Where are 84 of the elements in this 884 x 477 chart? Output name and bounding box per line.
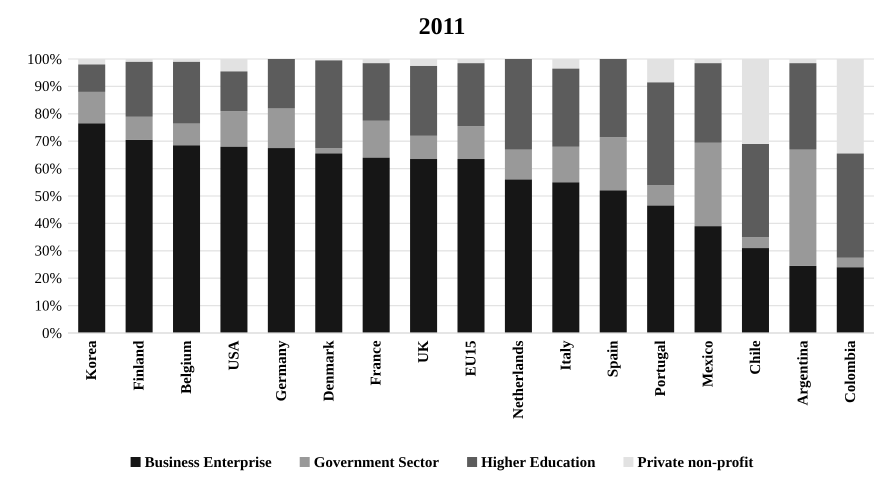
bar — [173, 123, 200, 146]
x-tick-label: Belgium — [179, 340, 196, 394]
bar — [78, 92, 106, 124]
bar — [220, 71, 248, 112]
bar — [647, 206, 674, 333]
bar — [126, 116, 153, 140]
legend-label: Government Sector — [314, 455, 440, 471]
bar — [457, 63, 485, 126]
bar — [268, 59, 295, 108]
bar — [362, 63, 390, 121]
bar — [504, 149, 532, 180]
bar — [126, 140, 153, 333]
x-tick-label: Italy — [558, 340, 574, 370]
bar — [836, 267, 864, 333]
bar — [742, 237, 769, 248]
x-tick-label: Korea — [84, 340, 100, 380]
y-tick-label: 30% — [34, 244, 62, 260]
x-tick-label: Mexico — [700, 340, 717, 388]
bar — [362, 158, 390, 333]
bar — [268, 148, 295, 333]
x-tick-label: Portugal — [653, 340, 670, 396]
x-tick-label: Netherlands — [510, 340, 527, 419]
y-tick-label: 60% — [34, 161, 62, 178]
bar — [78, 64, 106, 92]
x-tick-label: Colombia — [842, 340, 859, 404]
y-tick-label: 0% — [42, 326, 62, 342]
bar — [552, 68, 580, 147]
bar — [220, 111, 248, 147]
bar — [504, 59, 532, 150]
x-tick-label: UK — [416, 340, 432, 363]
bar — [362, 120, 390, 158]
x-tick-label: Spain — [606, 340, 622, 378]
bar — [78, 123, 106, 333]
bar — [504, 180, 532, 333]
bar — [836, 258, 864, 268]
bar — [552, 146, 580, 182]
x-tick-label: Finland — [132, 340, 148, 391]
bar — [742, 144, 769, 238]
y-tick-label: 100% — [27, 52, 62, 68]
x-tick-label: Argentina — [795, 340, 812, 406]
bar — [836, 154, 864, 258]
bar — [410, 136, 438, 160]
y-tick-label: 40% — [34, 216, 62, 232]
bar — [220, 146, 248, 333]
bar — [173, 145, 200, 333]
y-tick-label: 90% — [34, 79, 62, 96]
bar — [410, 66, 438, 136]
bar — [647, 185, 674, 206]
bar — [600, 137, 627, 191]
x-tick-label: EU15 — [464, 340, 480, 376]
bar — [789, 149, 816, 266]
bar — [268, 108, 295, 148]
x-tick-label: Germany — [274, 340, 290, 402]
bar — [647, 82, 674, 186]
bar — [315, 60, 342, 148]
legend-label: Higher Education — [481, 455, 596, 471]
y-tick-label: 70% — [34, 134, 62, 150]
bar — [457, 159, 485, 333]
bar — [315, 148, 342, 154]
legend-label: Business Enterprise — [144, 455, 272, 471]
bar — [694, 142, 722, 226]
bar — [789, 266, 816, 333]
y-tick-label: 50% — [34, 188, 62, 205]
x-tick-label: USA — [226, 340, 242, 371]
bar — [600, 59, 627, 138]
bar — [173, 62, 200, 124]
bar — [694, 63, 722, 143]
legend-label: Private non-profit — [637, 455, 754, 471]
bar — [457, 126, 485, 160]
x-tick-label: Chile — [748, 340, 764, 375]
chart-title: 2011 — [418, 14, 466, 40]
y-tick-label: 80% — [34, 106, 62, 123]
bar — [789, 63, 816, 150]
bar — [600, 190, 627, 333]
y-tick-label: 10% — [34, 298, 62, 314]
bar — [742, 248, 769, 333]
bar — [410, 159, 438, 333]
bar — [126, 62, 153, 117]
y-tick-label: 20% — [34, 271, 62, 287]
x-tick-label: Denmark — [321, 340, 338, 402]
bar — [315, 154, 342, 333]
bar — [552, 182, 580, 333]
x-tick-label: France — [368, 340, 385, 386]
bar — [694, 226, 722, 333]
